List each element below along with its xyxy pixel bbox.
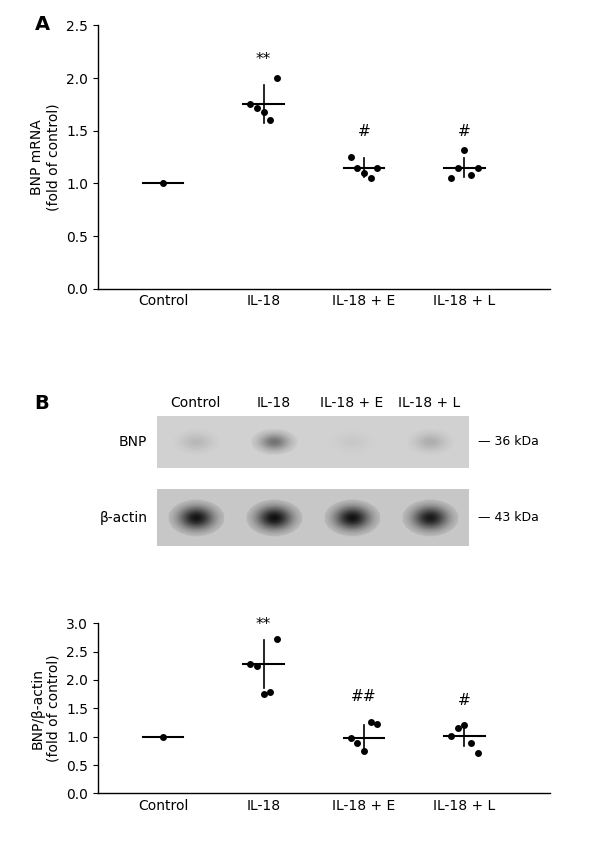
Point (252, 659, 262, 673)
Point (359, 744, 369, 758)
Y-axis label: BNP mRNA
(fold of control): BNP mRNA (fold of control) (31, 103, 60, 211)
Text: Control: Control (170, 396, 221, 410)
Point (473, 746, 483, 760)
Point (265, 685, 275, 699)
Point (372, 161, 382, 175)
Point (258, 105, 268, 118)
Point (258, 687, 268, 701)
Point (466, 168, 476, 181)
Text: IL-18 + L: IL-18 + L (398, 396, 461, 410)
Point (447, 728, 456, 742)
Point (265, 113, 275, 127)
Text: **: ** (256, 52, 271, 68)
Text: IL-18: IL-18 (257, 396, 291, 410)
Y-axis label: BNP/β-actin
(fold of control): BNP/β-actin (fold of control) (31, 654, 60, 762)
Text: #: # (458, 124, 471, 139)
Point (359, 166, 369, 180)
Point (466, 737, 476, 750)
Point (353, 161, 362, 175)
Point (353, 737, 362, 750)
Text: — 43 kDa: — 43 kDa (478, 511, 538, 524)
Point (252, 100, 262, 114)
Text: — 36 kDa: — 36 kDa (478, 436, 538, 448)
Text: B: B (34, 394, 49, 414)
Point (158, 176, 168, 190)
Text: #: # (458, 693, 471, 708)
Point (453, 722, 463, 735)
Point (272, 71, 282, 84)
Point (447, 171, 456, 185)
Point (473, 161, 483, 175)
Point (346, 150, 356, 164)
Point (346, 731, 356, 744)
Text: IL-18 + E: IL-18 + E (320, 396, 383, 410)
Point (453, 161, 463, 175)
Text: #: # (357, 124, 370, 139)
Point (158, 730, 168, 744)
Point (459, 718, 469, 732)
Point (365, 171, 375, 185)
Text: BNP: BNP (119, 435, 147, 449)
Point (272, 632, 282, 646)
Text: A: A (34, 15, 49, 34)
Point (365, 716, 375, 729)
Point (459, 143, 469, 156)
Point (372, 717, 382, 731)
Text: β-actin: β-actin (100, 511, 147, 525)
Text: **: ** (256, 617, 271, 632)
Point (246, 657, 255, 671)
Point (246, 98, 255, 111)
Text: ##: ## (351, 689, 377, 704)
